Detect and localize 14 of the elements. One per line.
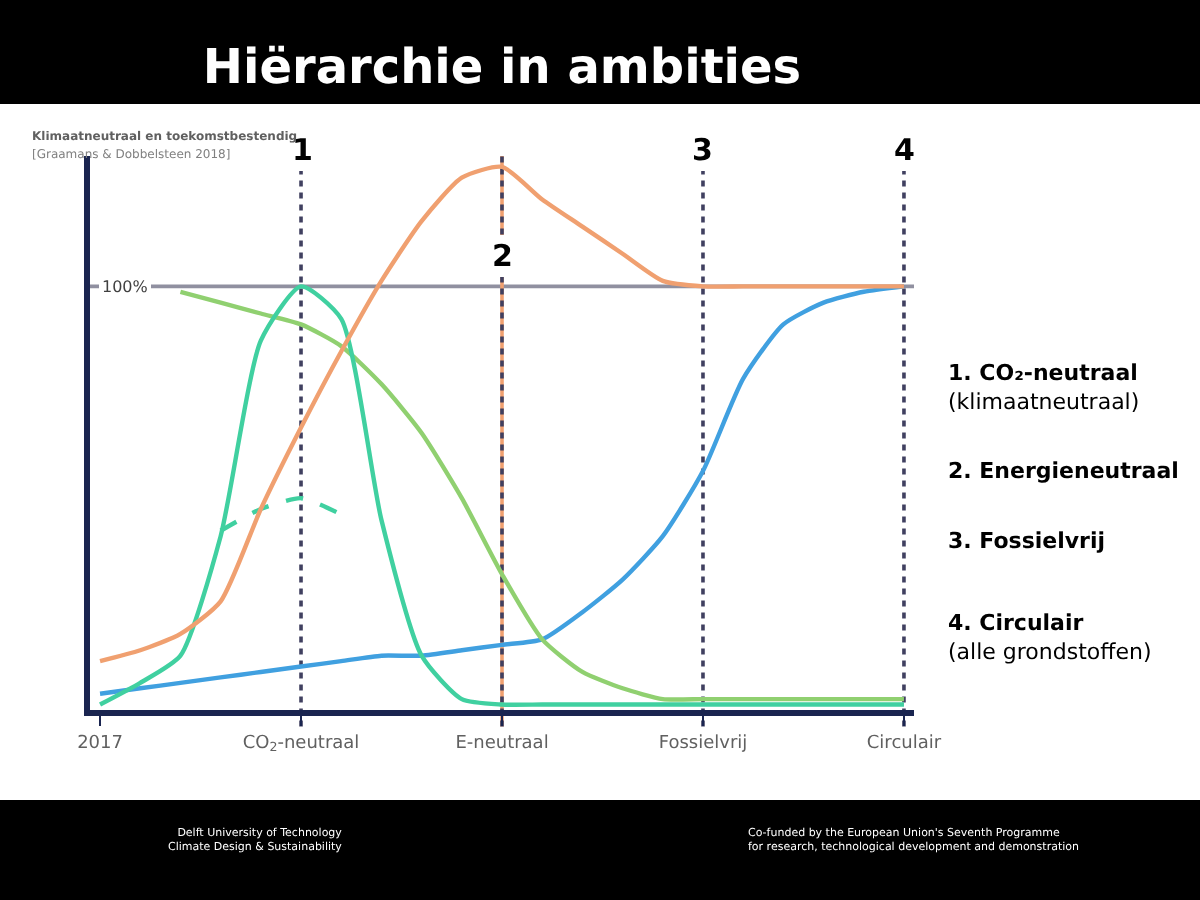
ref-line-label: 3 [692, 132, 713, 168]
x-tick-label: E-neutraal [455, 733, 549, 754]
x-tick-label: CO$_{2}$-neutraal [242, 733, 360, 756]
text: 1. CO₂-neutraal (klimaatneutraal) [948, 360, 1140, 415]
ref-line-label: 2 [492, 238, 513, 274]
x-tick-label: Fossielvrij [658, 733, 748, 754]
chart-title: Hiërarchie in ambities [202, 38, 802, 95]
text: 4. Circulair (alle grondstoffen) [948, 610, 1152, 665]
x-tick-label: Circulair [866, 733, 942, 754]
text: 2. Energieneutraal [948, 458, 1179, 484]
ref-line-label: 4 [894, 132, 915, 168]
annotation: 100% [102, 278, 149, 296]
x-tick-label: 2017 [77, 733, 123, 754]
text: 3. Fossielvrij [948, 528, 1106, 554]
